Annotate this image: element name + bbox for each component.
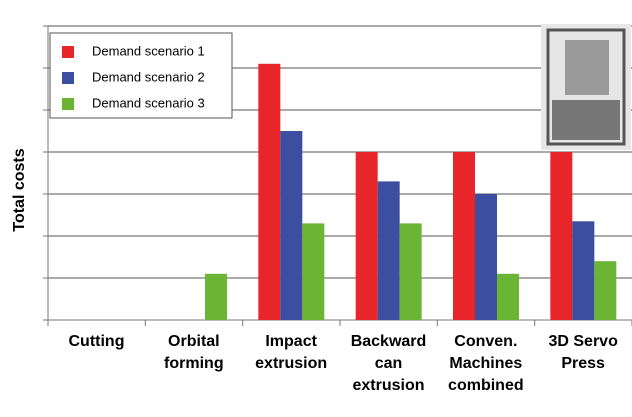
legend: Demand scenario 1 Demand scenario 2 Demand… bbox=[50, 33, 232, 118]
machine-photo bbox=[541, 24, 631, 150]
bar bbox=[258, 64, 280, 320]
bar bbox=[572, 221, 594, 320]
bar bbox=[475, 194, 497, 320]
bar bbox=[205, 274, 227, 320]
bar bbox=[497, 274, 519, 320]
x-tick-label: Cutting bbox=[48, 331, 145, 353]
photo-body bbox=[565, 40, 609, 95]
photo-base bbox=[552, 100, 620, 140]
bar bbox=[400, 223, 422, 320]
bar bbox=[594, 261, 616, 320]
bar bbox=[280, 131, 302, 320]
legend-swatch bbox=[62, 72, 74, 84]
x-tick-label: Orbital forming bbox=[145, 331, 242, 375]
bar bbox=[302, 223, 324, 320]
legend-swatch bbox=[62, 46, 74, 58]
legend-swatch bbox=[62, 98, 74, 110]
x-tick-label: 3D Servo Press bbox=[535, 331, 632, 375]
legend-label: Demand scenario 3 bbox=[92, 95, 205, 110]
x-tick-label: Impact extrusion bbox=[243, 331, 340, 375]
x-tick-label: Backward can extrusion bbox=[340, 331, 437, 397]
bar bbox=[356, 152, 378, 320]
bar bbox=[378, 181, 400, 320]
y-axis-label: Total costs bbox=[11, 148, 28, 231]
bar bbox=[453, 152, 475, 320]
page: {"chart_data": {"type": "bar", "y_label"… bbox=[0, 0, 632, 417]
x-tick-label: Conven. Machines combined bbox=[437, 331, 534, 397]
bar bbox=[550, 152, 572, 320]
legend-label: Demand scenario 2 bbox=[92, 69, 205, 84]
legend-label: Demand scenario 1 bbox=[92, 43, 205, 58]
